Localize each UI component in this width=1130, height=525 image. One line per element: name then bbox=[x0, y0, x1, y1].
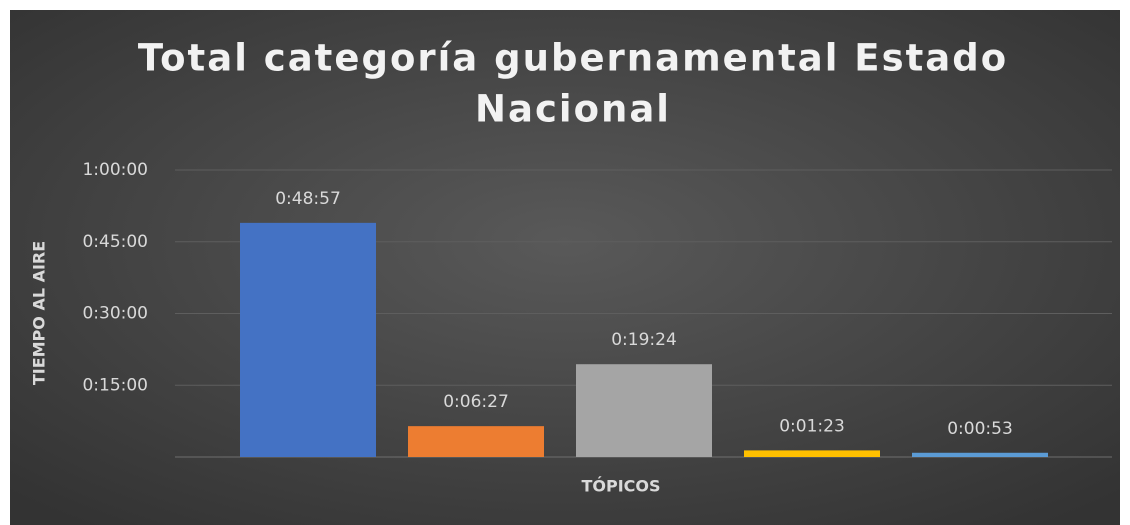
y-tick-label: 0:15:00 bbox=[82, 375, 148, 395]
bar bbox=[912, 452, 1048, 457]
data-label: 0:19:24 bbox=[611, 330, 677, 350]
bar bbox=[576, 364, 712, 457]
bar bbox=[240, 222, 376, 457]
chart-title-line: Nacional bbox=[475, 88, 671, 131]
y-tick-label: 0:45:00 bbox=[82, 232, 148, 252]
chart-background bbox=[10, 10, 1120, 525]
x-axis-title: TÓPICOS bbox=[581, 477, 660, 496]
data-label: 0:00:53 bbox=[947, 419, 1013, 439]
bar bbox=[744, 450, 880, 457]
bar bbox=[408, 426, 544, 457]
y-tick-label: 0:30:00 bbox=[82, 304, 148, 324]
chart-title: Total categoría gubernamental Estado bbox=[138, 37, 1008, 80]
data-label: 0:01:23 bbox=[779, 416, 845, 436]
y-tick-label: 1:00:00 bbox=[82, 160, 148, 180]
data-label: 0:06:27 bbox=[443, 392, 509, 412]
data-label: 0:48:57 bbox=[275, 189, 341, 209]
y-axis-title: TIEMPO AL AIRE bbox=[30, 241, 49, 385]
